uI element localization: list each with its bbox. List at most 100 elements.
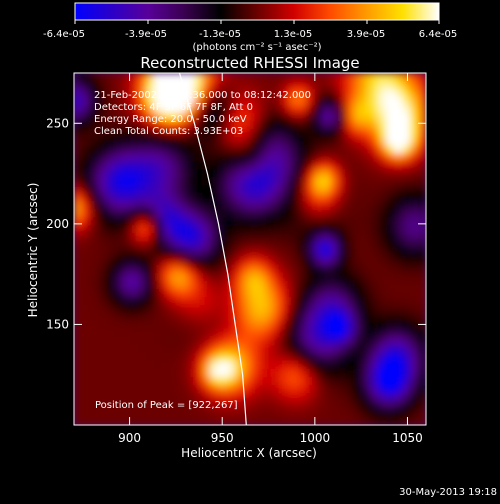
heatmap-cell (210, 185, 219, 194)
heatmap-cell (394, 257, 403, 266)
heatmap-cell (338, 297, 347, 306)
heatmap-cell (154, 193, 163, 202)
heatmap-cell (218, 113, 227, 122)
heatmap-cell (250, 201, 259, 210)
heatmap-cell (402, 257, 411, 266)
heatmap-cell (290, 209, 299, 218)
heatmap-cell (290, 281, 299, 290)
heatmap-cell (130, 321, 139, 330)
heatmap-cell (298, 89, 307, 98)
heatmap-cell (282, 377, 291, 386)
heatmap-cell (106, 137, 115, 146)
heatmap-cell (338, 193, 347, 202)
heatmap-cell (402, 73, 411, 82)
heatmap-cell (290, 193, 299, 202)
heatmap-cell (290, 321, 299, 330)
heatmap-cell (338, 209, 347, 218)
heatmap-cell (402, 385, 411, 394)
heatmap-cell (90, 169, 99, 178)
heatmap-cell (394, 137, 403, 146)
heatmap-cell (194, 417, 203, 425)
heatmap-cell (410, 217, 419, 226)
heatmap-cell (378, 369, 387, 378)
heatmap-cell (106, 89, 115, 98)
heatmap-cell (194, 249, 203, 258)
heatmap-cell (354, 233, 363, 242)
heatmap-cell (186, 81, 195, 90)
heatmap-cell (146, 89, 155, 98)
heatmap-cell (274, 161, 283, 170)
heatmap-cell (394, 81, 403, 90)
heatmap-cell (226, 97, 235, 106)
heatmap-cell (74, 225, 83, 234)
heatmap-cell (330, 121, 339, 130)
heatmap-cell (266, 105, 275, 114)
heatmap-cell (210, 361, 219, 370)
heatmap-cell (378, 305, 387, 314)
heatmap-cell (402, 81, 411, 90)
heatmap-cell (410, 185, 419, 194)
heatmap-cell (98, 241, 107, 250)
heatmap-cell (362, 313, 371, 322)
heatmap-cell (138, 289, 147, 298)
heatmap-cell (186, 377, 195, 386)
heatmap-cell (106, 297, 115, 306)
heatmap-cell (106, 177, 115, 186)
heatmap-cell (154, 289, 163, 298)
heatmap-cell (234, 329, 243, 338)
heatmap-cell (226, 225, 235, 234)
heatmap-cell (138, 401, 147, 410)
heatmap-cell (378, 97, 387, 106)
heatmap-cell (90, 145, 99, 154)
heatmap-cell (194, 73, 203, 82)
heatmap-cell (74, 97, 83, 106)
heatmap-cell (194, 297, 203, 306)
heatmap-cell (338, 161, 347, 170)
heatmap-cell (138, 129, 147, 138)
heatmap-cell (346, 281, 355, 290)
heatmap-cell (242, 401, 251, 410)
heatmap-cell (234, 369, 243, 378)
heatmap-cell (394, 129, 403, 138)
heatmap-cell (106, 265, 115, 274)
heatmap-cell (402, 273, 411, 282)
heatmap-cell (354, 177, 363, 186)
heatmap-cell (410, 289, 419, 298)
heatmap-cell (122, 281, 131, 290)
heatmap-cell (354, 113, 363, 122)
heatmap-cell (378, 105, 387, 114)
heatmap-cell (186, 233, 195, 242)
heatmap-cell (362, 345, 371, 354)
heatmap-cell (194, 217, 203, 226)
heatmap-cell (346, 353, 355, 362)
heatmap-cell (314, 249, 323, 258)
heatmap-cell (146, 217, 155, 226)
heatmap-cell (290, 289, 299, 298)
heatmap-cell (418, 337, 426, 346)
heatmap-cell (266, 369, 275, 378)
heatmap-cell (330, 233, 339, 242)
heatmap-cell (370, 225, 379, 234)
heatmap-cell (370, 153, 379, 162)
heatmap-cell (330, 225, 339, 234)
heatmap-cell (306, 329, 315, 338)
heatmap-cell (258, 321, 267, 330)
heatmap-cell (306, 281, 315, 290)
heatmap-cell (210, 129, 219, 138)
heatmap-cell (98, 81, 107, 90)
heatmap-cell (410, 249, 419, 258)
heatmap-cell (354, 305, 363, 314)
heatmap-cell (322, 385, 331, 394)
heatmap-cell (370, 385, 379, 394)
heatmap-cell (122, 265, 131, 274)
heatmap-cell (378, 121, 387, 130)
heatmap-cell (322, 353, 331, 362)
heatmap-cell (202, 217, 211, 226)
heatmap-cell (266, 97, 275, 106)
heatmap-cell (338, 249, 347, 258)
heatmap-cell (74, 417, 83, 425)
heatmap-cell (226, 257, 235, 266)
heatmap-cell (282, 145, 291, 154)
heatmap-cell (130, 121, 139, 130)
heatmap-cell (378, 313, 387, 322)
